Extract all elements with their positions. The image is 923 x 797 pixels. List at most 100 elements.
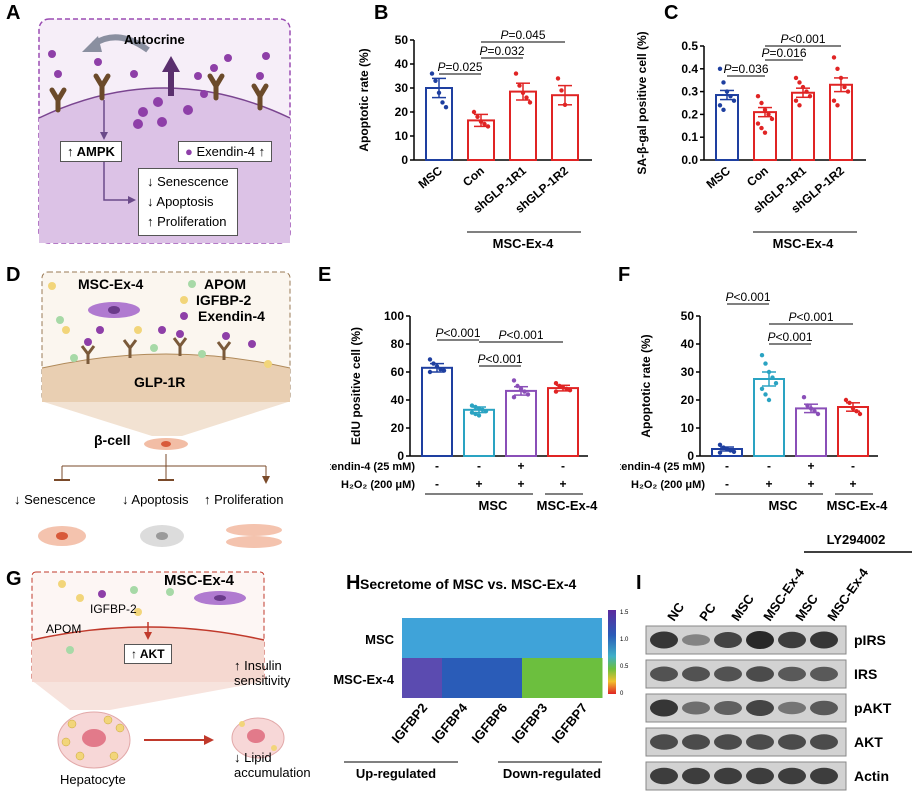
heatmap-cell-ex4 — [442, 658, 483, 698]
p-value-label: P<0.001 — [767, 330, 812, 344]
data-point — [480, 407, 485, 412]
bar — [837, 406, 869, 457]
row2-sign: - — [435, 477, 439, 491]
bar — [791, 91, 815, 161]
y-tick-label: 40 — [391, 393, 405, 407]
y-tick-label: 0.0 — [681, 153, 698, 167]
data-point — [562, 102, 568, 108]
blot-band — [650, 631, 678, 649]
g-title: MSC-Ex-4 — [164, 572, 235, 589]
row-label-exendin: Exendin-4 (25 mM) — [330, 461, 415, 473]
blot-band — [714, 701, 742, 715]
data-point — [842, 84, 847, 90]
blot-label: pIRS — [854, 632, 886, 648]
heatmap-col-label: IGFBP4 — [429, 700, 471, 746]
data-point — [835, 103, 840, 108]
data-point — [793, 75, 799, 81]
data-point — [800, 84, 806, 90]
y-axis-title: EdU positive cell (%) — [349, 327, 363, 445]
row2-sign: - — [725, 477, 729, 491]
x-tick-label: MSC — [703, 163, 733, 191]
blot-band — [778, 734, 806, 750]
data-point — [436, 90, 442, 96]
blot-band — [650, 699, 678, 717]
panel-g-diagram: MSC-Ex-4 IGFBP-2 APOM ↑ AKT ↑ Insulin se… — [30, 570, 320, 792]
panel-label-h: H — [346, 572, 361, 594]
g-effect-lipid: ↓ Lipid accumulation — [234, 750, 311, 780]
colorbar-tick: 1.5 — [620, 610, 629, 616]
chart-e: 0 20 40 60 80 100 EdU positive cell (%) P<0.001… — [330, 309, 598, 513]
blot-band — [810, 700, 838, 716]
data-point — [724, 446, 730, 452]
lane-label: MSC — [792, 591, 821, 624]
autocrine-label: Autocrine — [124, 32, 185, 47]
heatmap-col-label: IGFBP2 — [389, 700, 431, 746]
data-point — [427, 357, 433, 362]
data-point — [443, 105, 449, 110]
data-point — [755, 121, 761, 126]
data-point — [717, 66, 723, 71]
p-value-label: P=0.025 — [437, 60, 482, 74]
heatmap-row-label-msc: MSC — [365, 632, 395, 647]
data-point — [438, 367, 443, 372]
panel-label-d: D — [6, 264, 21, 286]
group-label-msc: MSC — [769, 498, 799, 513]
row1-sign: - — [725, 459, 729, 473]
data-point — [762, 130, 768, 135]
g-legend-apom: APOM — [46, 622, 82, 636]
data-point — [854, 409, 859, 414]
row2-sign: + — [517, 477, 524, 491]
y-tick-label: 10 — [395, 129, 409, 143]
data-point — [763, 361, 768, 366]
data-point — [724, 89, 730, 94]
blot-band — [682, 666, 710, 682]
data-point — [762, 107, 768, 113]
blot-label: Actin — [854, 768, 889, 784]
data-point — [808, 406, 814, 411]
row-label-exendin: Exendin-4 (25 mM) — [620, 461, 705, 473]
y-tick-label: 20 — [681, 393, 695, 407]
data-point — [475, 114, 480, 120]
legend-igfbp2: IGFBP-2 — [196, 292, 252, 308]
data-point — [857, 411, 863, 417]
data-point — [476, 413, 482, 418]
y-tick-label: 10 — [681, 421, 695, 435]
effects-box-a: ↓ Senescence ↓ Apoptosis ↑ Proliferation — [138, 168, 238, 236]
data-point — [770, 375, 775, 380]
data-point — [769, 116, 775, 122]
data-point — [553, 381, 559, 386]
data-point — [440, 100, 445, 105]
bar — [421, 366, 453, 457]
data-point — [431, 361, 436, 366]
data-point — [831, 55, 837, 60]
effect-senescence: ↓ Senescence — [147, 174, 229, 189]
data-point — [471, 109, 477, 115]
inhibitor-label: LY294002 — [827, 532, 886, 547]
group-label-msc: MSC — [479, 498, 509, 513]
p-value-label: P<0.001 — [498, 328, 543, 342]
hepatocyte-label: Hepatocyte — [60, 772, 126, 787]
data-point — [766, 112, 771, 117]
colorbar-tick: 0 — [620, 691, 624, 697]
chart-f: 0 10 20 30 40 50 Apoptotic rate (%) P<0.001 P<0.… — [620, 290, 888, 513]
data-point — [485, 124, 491, 129]
blot-band — [778, 701, 806, 715]
down-regulated-label: Down-regulated — [503, 766, 601, 781]
p-value-label: P=0.016 — [761, 46, 806, 60]
data-point — [843, 397, 849, 403]
blot-band — [650, 734, 678, 750]
p-value-label: P<0.001 — [780, 32, 825, 46]
group-label: MSC-Ex-4 — [493, 236, 554, 251]
group-label-ex4: MSC-Ex-4 — [537, 498, 598, 513]
lane-label: NC — [664, 599, 687, 623]
row1-sign: - — [561, 459, 565, 473]
data-point — [812, 409, 817, 414]
data-point — [511, 395, 517, 400]
data-point — [731, 98, 737, 103]
data-point — [755, 93, 761, 99]
row2-sign: + — [807, 477, 814, 491]
x-tick-label: Con — [460, 164, 487, 190]
y-tick-label: 50 — [681, 309, 695, 323]
data-point — [427, 369, 433, 375]
